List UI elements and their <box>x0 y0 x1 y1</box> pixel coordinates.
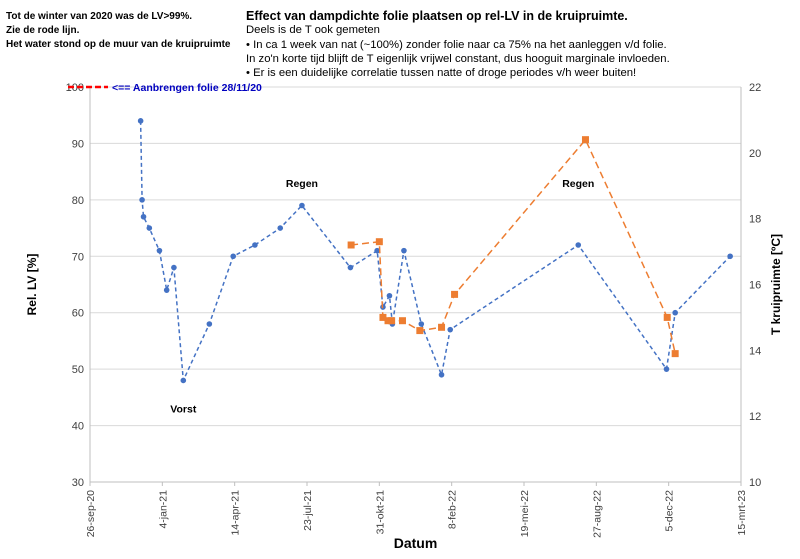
series-1-point <box>347 264 354 271</box>
x-axis-title: Datum <box>394 535 438 551</box>
series-2-point <box>347 241 355 249</box>
series-1-point <box>727 253 733 260</box>
series-line-1 <box>139 120 731 384</box>
series-1-point <box>277 225 284 231</box>
series-2-point <box>663 313 671 321</box>
series-1-point <box>163 287 170 293</box>
x-tick-label: 15-mrt-23 <box>736 490 748 536</box>
series-2-point <box>384 317 392 325</box>
x-tick-label: 14-apr-21 <box>230 490 242 536</box>
series-1-point <box>299 202 305 209</box>
series-1-point <box>447 326 454 333</box>
series-2-point <box>388 317 396 325</box>
y-tick-label: 40 <box>72 421 84 433</box>
series-1-point <box>374 247 380 254</box>
note-line-2: Zie de rode lijn. <box>6 25 80 36</box>
annotation-label: Regen <box>562 178 594 190</box>
x-tick-label: 8-feb-22 <box>447 490 459 529</box>
series-2-point <box>398 317 406 325</box>
series-2-point <box>416 327 424 335</box>
series-1-point <box>140 213 147 220</box>
series-1-point <box>139 197 145 203</box>
series-2-point <box>438 323 446 331</box>
series-1-point <box>672 309 678 316</box>
series-1-point <box>663 366 670 372</box>
x-tick-label: 5-dec-22 <box>664 490 676 532</box>
series-1-point <box>252 242 258 248</box>
x-tick-label: 26-sep-20 <box>85 490 97 537</box>
series-1-point <box>230 253 237 260</box>
annotation-label: Vorst <box>170 404 197 416</box>
x-tick-label: 4-jan-21 <box>157 490 169 529</box>
x-tick-label: 27-aug-22 <box>591 490 603 538</box>
y-tick-label: 50 <box>72 364 84 376</box>
y-tick-label: 30 <box>72 477 84 489</box>
chart-title: Effect van dampdichte folie plaatsen op … <box>246 9 628 23</box>
subtitle-line-2: • In ca 1 week van nat (~100%) zonder fo… <box>246 39 667 51</box>
series-2-point <box>581 136 589 144</box>
x-tick-label: 31-okt-21 <box>374 490 386 535</box>
y2-tick-label: 18 <box>749 214 761 226</box>
subtitle-line-1: Deels is de T ook gemeten <box>246 24 380 36</box>
series-1-point <box>156 247 163 254</box>
series-2-point <box>375 238 383 246</box>
y2-axis-title: T kruipruimte [ºC] <box>769 234 783 335</box>
series-1-point <box>180 377 187 384</box>
y-tick-label: 90 <box>72 138 84 150</box>
y2-tick-label: 16 <box>749 280 761 292</box>
series-2-point <box>671 350 679 358</box>
series-1-point <box>386 292 393 299</box>
note-line-1: Tot de winter van 2020 was de LV>99%. <box>6 11 193 22</box>
annotation-label: Regen <box>286 178 318 190</box>
y2-tick-label: 14 <box>749 345 761 357</box>
y-tick-label: 80 <box>72 195 84 207</box>
series-1-point <box>401 247 407 254</box>
y2-tick-label: 12 <box>749 411 761 423</box>
y-axis-title: Rel. LV [%] <box>25 254 39 316</box>
series-1-point <box>438 371 445 378</box>
x-tick-label: 23-jul-21 <box>302 490 314 531</box>
series-1-point <box>418 321 425 327</box>
series-1-point <box>171 264 177 271</box>
x-tick-label: 19-mei-22 <box>519 490 531 537</box>
y2-tick-label: 10 <box>749 477 761 489</box>
series-1-point <box>137 118 144 124</box>
y-tick-label: 70 <box>72 251 84 263</box>
note-line-3: Het water stond op de muur van de kruipr… <box>6 39 231 50</box>
series-2-point <box>451 290 459 298</box>
y-tick-label: 60 <box>72 308 84 320</box>
series-1-point <box>575 242 582 248</box>
series-2-point <box>379 313 387 321</box>
subtitle-line-3: In zo'n korte tijd blijft de T eigenlijk… <box>246 53 670 65</box>
series-1-point <box>146 225 153 231</box>
y-tick-label: 100 <box>66 82 84 94</box>
y2-tick-label: 20 <box>749 148 761 160</box>
y2-tick-label: 22 <box>749 82 761 94</box>
reference-line-label: <== Aanbrengen folie 28/11/20 <box>112 82 262 94</box>
series-line-2 <box>351 138 676 354</box>
series-1-point <box>206 321 213 327</box>
subtitle-line-4: • Er is een duidelijke correlatie tussen… <box>246 67 637 79</box>
